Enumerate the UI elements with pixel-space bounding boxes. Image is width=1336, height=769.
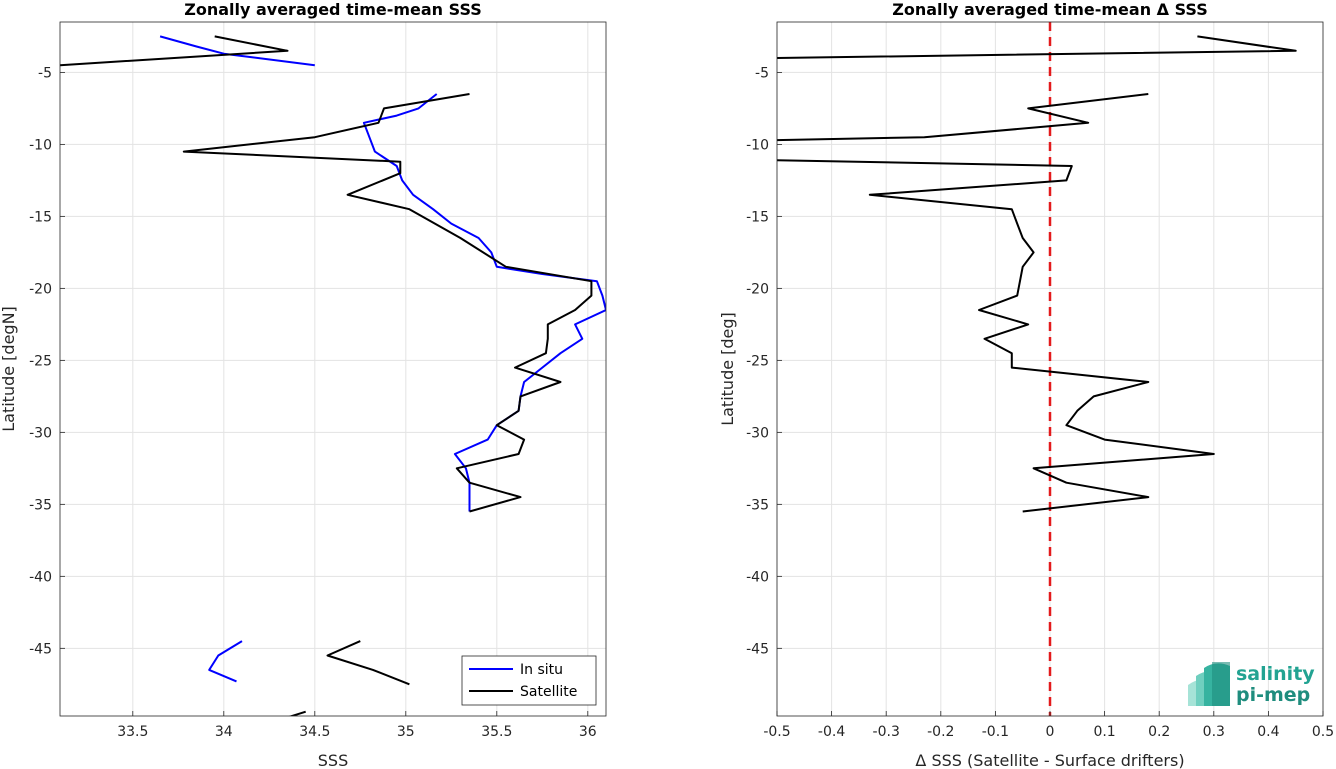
delta-sss-series-line — [777, 35, 1297, 59]
x-tick-label: 35.5 — [481, 724, 512, 740]
delta-sss-series-line — [777, 159, 1215, 513]
logo-waves-icon — [1188, 662, 1230, 706]
legend-in-situ-label: In situ — [520, 662, 563, 678]
x-tick-label: 0.4 — [1257, 724, 1279, 740]
x-tick-label: 35 — [397, 724, 415, 740]
x-tick-label: 0 — [1046, 724, 1055, 740]
logo-text-pi-mep: pi-mep — [1236, 684, 1310, 706]
y-tick-label: -15 — [29, 209, 52, 225]
x-tick-label: -0.5 — [763, 724, 790, 740]
delta-chart-title: Zonally averaged time-mean Δ SSS — [892, 0, 1208, 19]
y-tick-label: -45 — [29, 641, 52, 657]
x-tick-label: -0.3 — [873, 724, 900, 740]
sss-grid — [60, 22, 606, 716]
delta-data-lines — [777, 35, 1297, 513]
x-tick-label: 0.1 — [1093, 724, 1115, 740]
legend-satellite-label: Satellite — [520, 684, 577, 700]
y-tick-label: -40 — [29, 569, 52, 585]
y-tick-label: -35 — [746, 497, 769, 513]
salinity-pi-mep-logo: salinity pi-mep — [1188, 662, 1315, 706]
x-tick-label: 36 — [579, 724, 597, 740]
x-tick-label: 34 — [215, 724, 233, 740]
y-tick-label: -35 — [29, 497, 52, 513]
satellite-series-line — [182, 93, 593, 513]
delta-sss-series-line — [777, 93, 1149, 142]
y-tick-label: -10 — [746, 137, 769, 153]
x-tick-label: -0.2 — [927, 724, 954, 740]
y-tick-label: -45 — [746, 641, 769, 657]
delta-ticks: -0.5 -0.4 -0.3 -0.2 -0.1 0 0.1 0.2 0.3 0.4 0.5 -5 -1… — [746, 65, 1334, 740]
delta-y-axis-label: Latitude [deg] — [718, 312, 737, 426]
y-tick-label: -5 — [755, 65, 769, 81]
y-tick-label: -20 — [29, 281, 52, 297]
sss-chart-title: Zonally averaged time-mean SSS — [184, 0, 482, 19]
sss-legend: In situ Satellite — [461, 655, 597, 706]
y-tick-label: -30 — [746, 425, 769, 441]
sss-x-axis-label: SSS — [318, 751, 348, 769]
x-tick-label: 0.5 — [1312, 724, 1334, 740]
y-tick-label: -25 — [29, 353, 52, 369]
y-tick-label: -30 — [29, 425, 52, 441]
sss-ticks: 33.5 34 34.5 35 35.5 36 -5 -10 -15 -20 -25 -30 -35 -4… — [29, 65, 597, 740]
satellite-series-line — [60, 35, 289, 67]
satellite-series-line — [288, 710, 306, 716]
in-situ-series-line — [362, 93, 606, 512]
in-situ-series-line — [159, 35, 315, 67]
x-tick-label: -0.4 — [818, 724, 845, 740]
x-tick-label: -0.1 — [982, 724, 1009, 740]
x-tick-label: 0.3 — [1203, 724, 1225, 740]
sss-plot-area — [60, 22, 606, 716]
y-tick-label: -15 — [746, 209, 769, 225]
satellite-series-line — [326, 640, 410, 686]
delta-sss-chart: -0.5 -0.4 -0.3 -0.2 -0.1 0 0.1 0.2 0.3 0.4 0.5 -5 -1… — [718, 0, 1334, 769]
delta-x-axis-label: Δ SSS (Satellite - Surface drifters) — [915, 751, 1184, 769]
in-situ-series-line — [208, 640, 243, 683]
sss-data-lines — [60, 35, 606, 716]
y-tick-label: -10 — [29, 137, 52, 153]
sss-chart: 33.5 34 34.5 35 35.5 36 -5 -10 -15 -20 -25 -30 -35 -4… — [0, 0, 607, 769]
legend-box — [461, 655, 597, 706]
x-tick-label: 34.5 — [299, 724, 330, 740]
y-tick-label: -20 — [746, 281, 769, 297]
sss-y-axis-label: Latitude [degN] — [0, 306, 18, 432]
sss-axes-box — [59, 21, 607, 717]
x-tick-label: 0.2 — [1148, 724, 1170, 740]
y-tick-label: -25 — [746, 353, 769, 369]
y-tick-label: -5 — [38, 65, 52, 81]
y-tick-label: -40 — [746, 569, 769, 585]
x-tick-label: 33.5 — [117, 724, 148, 740]
logo-text-salinity: salinity — [1236, 663, 1315, 685]
